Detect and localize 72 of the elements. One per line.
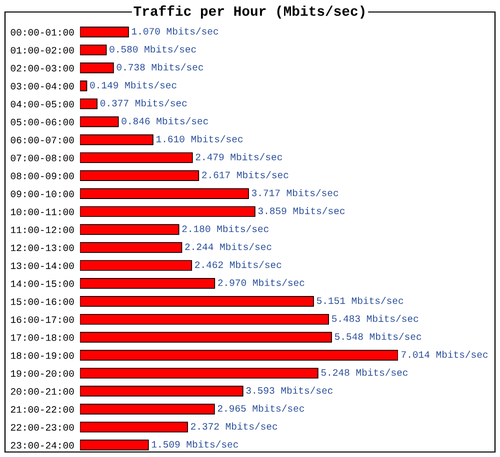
bar [80, 368, 318, 379]
data-label: 2.965 Mbits/sec [218, 404, 304, 412]
y-tick-label: 10:00-11:00 [10, 208, 74, 216]
y-tick-label: 00:00-01:00 [10, 29, 74, 36]
y-tick-label: 05:00-06:00 [10, 118, 74, 126]
bar [80, 422, 188, 432]
y-tick-label: 17:00-18:00 [10, 334, 74, 341]
data-label: 0.738 Mbits/sec [116, 63, 204, 71]
data-label: 2.372 Mbits/sec [191, 422, 278, 430]
y-tick-label: 08:00-09:00 [10, 172, 74, 180]
bar [80, 152, 193, 164]
bar [80, 134, 154, 146]
data-label: 0.149 Mbits/sec [90, 81, 176, 88]
y-tick-label: 16:00-17:00 [10, 316, 74, 323]
bar [80, 206, 256, 217]
y-tick-label: 11:00-12:00 [10, 226, 74, 234]
y-tick-label: 13:00-14:00 [10, 262, 74, 270]
y-tick-label: 14:00-15:00 [10, 280, 74, 288]
data-label: 3.593 Mbits/sec [246, 386, 332, 394]
bar [80, 62, 114, 74]
bar [80, 260, 192, 271]
bar [80, 278, 216, 289]
data-label: 2.970 Mbits/sec [218, 278, 304, 286]
y-tick-label: 20:00-21:00 [10, 388, 74, 395]
y-tick-label: 18:00-19:00 [10, 352, 74, 359]
y-tick-label: 07:00-08:00 [10, 154, 74, 162]
bar [80, 296, 314, 307]
chart-title: Traffic per Hour (Mbits/sec) [134, 5, 364, 19]
bar [80, 98, 98, 110]
data-label: 0.846 Mbits/sec [122, 117, 208, 124]
data-label: 0.377 Mbits/sec [100, 99, 187, 106]
bar [80, 224, 180, 235]
data-label: 3.859 Mbits/sec [258, 207, 345, 214]
data-label: 2.180 Mbits/sec [182, 224, 268, 232]
data-label: 2.479 Mbits/sec [196, 153, 282, 160]
bar [80, 80, 88, 92]
y-tick-label: 19:00-20:00 [10, 370, 74, 377]
bar [80, 44, 107, 56]
y-tick-label: 12:00-13:00 [10, 244, 74, 252]
bar [80, 188, 249, 199]
data-label: 1.509 Mbits/sec [152, 440, 238, 448]
bar [80, 386, 244, 397]
data-label: 5.151 Mbits/sec [316, 296, 404, 304]
bar [80, 242, 182, 253]
y-tick-label: 02:00-03:00 [10, 64, 74, 72]
bar [80, 116, 119, 128]
y-tick-label: 03:00-04:00 [10, 82, 74, 90]
y-tick-label: 09:00-10:00 [10, 190, 74, 198]
data-label: 2.244 Mbits/sec [185, 242, 272, 250]
data-label: 5.248 Mbits/sec [321, 368, 408, 376]
y-tick-label: 21:00-22:00 [10, 406, 74, 413]
bar [80, 170, 200, 182]
bar [80, 350, 398, 361]
y-tick-label: 15:00-16:00 [10, 298, 74, 305]
data-label: 7.014 Mbits/sec [402, 350, 488, 358]
y-tick-label: 04:00-05:00 [10, 100, 74, 108]
data-label: 1.610 Mbits/sec [156, 135, 243, 142]
y-tick-label: 23:00-24:00 [10, 442, 74, 449]
data-label: 1.070 Mbits/sec [132, 27, 218, 35]
y-tick-label: 01:00-02:00 [10, 46, 74, 54]
y-tick-label: 06:00-07:00 [10, 136, 74, 144]
bar [80, 332, 332, 343]
data-label: 2.617 Mbits/sec [202, 171, 288, 178]
data-label: 0.580 Mbits/sec [110, 45, 196, 53]
data-label: 2.462 Mbits/sec [195, 260, 282, 268]
bar [80, 26, 129, 38]
data-label: 3.717 Mbits/sec [252, 189, 338, 196]
y-tick-label: 22:00-23:00 [10, 424, 74, 431]
bar [80, 404, 215, 414]
data-label: 5.483 Mbits/sec [332, 314, 418, 322]
data-label: 5.548 Mbits/sec [334, 332, 422, 340]
bar [80, 314, 330, 325]
